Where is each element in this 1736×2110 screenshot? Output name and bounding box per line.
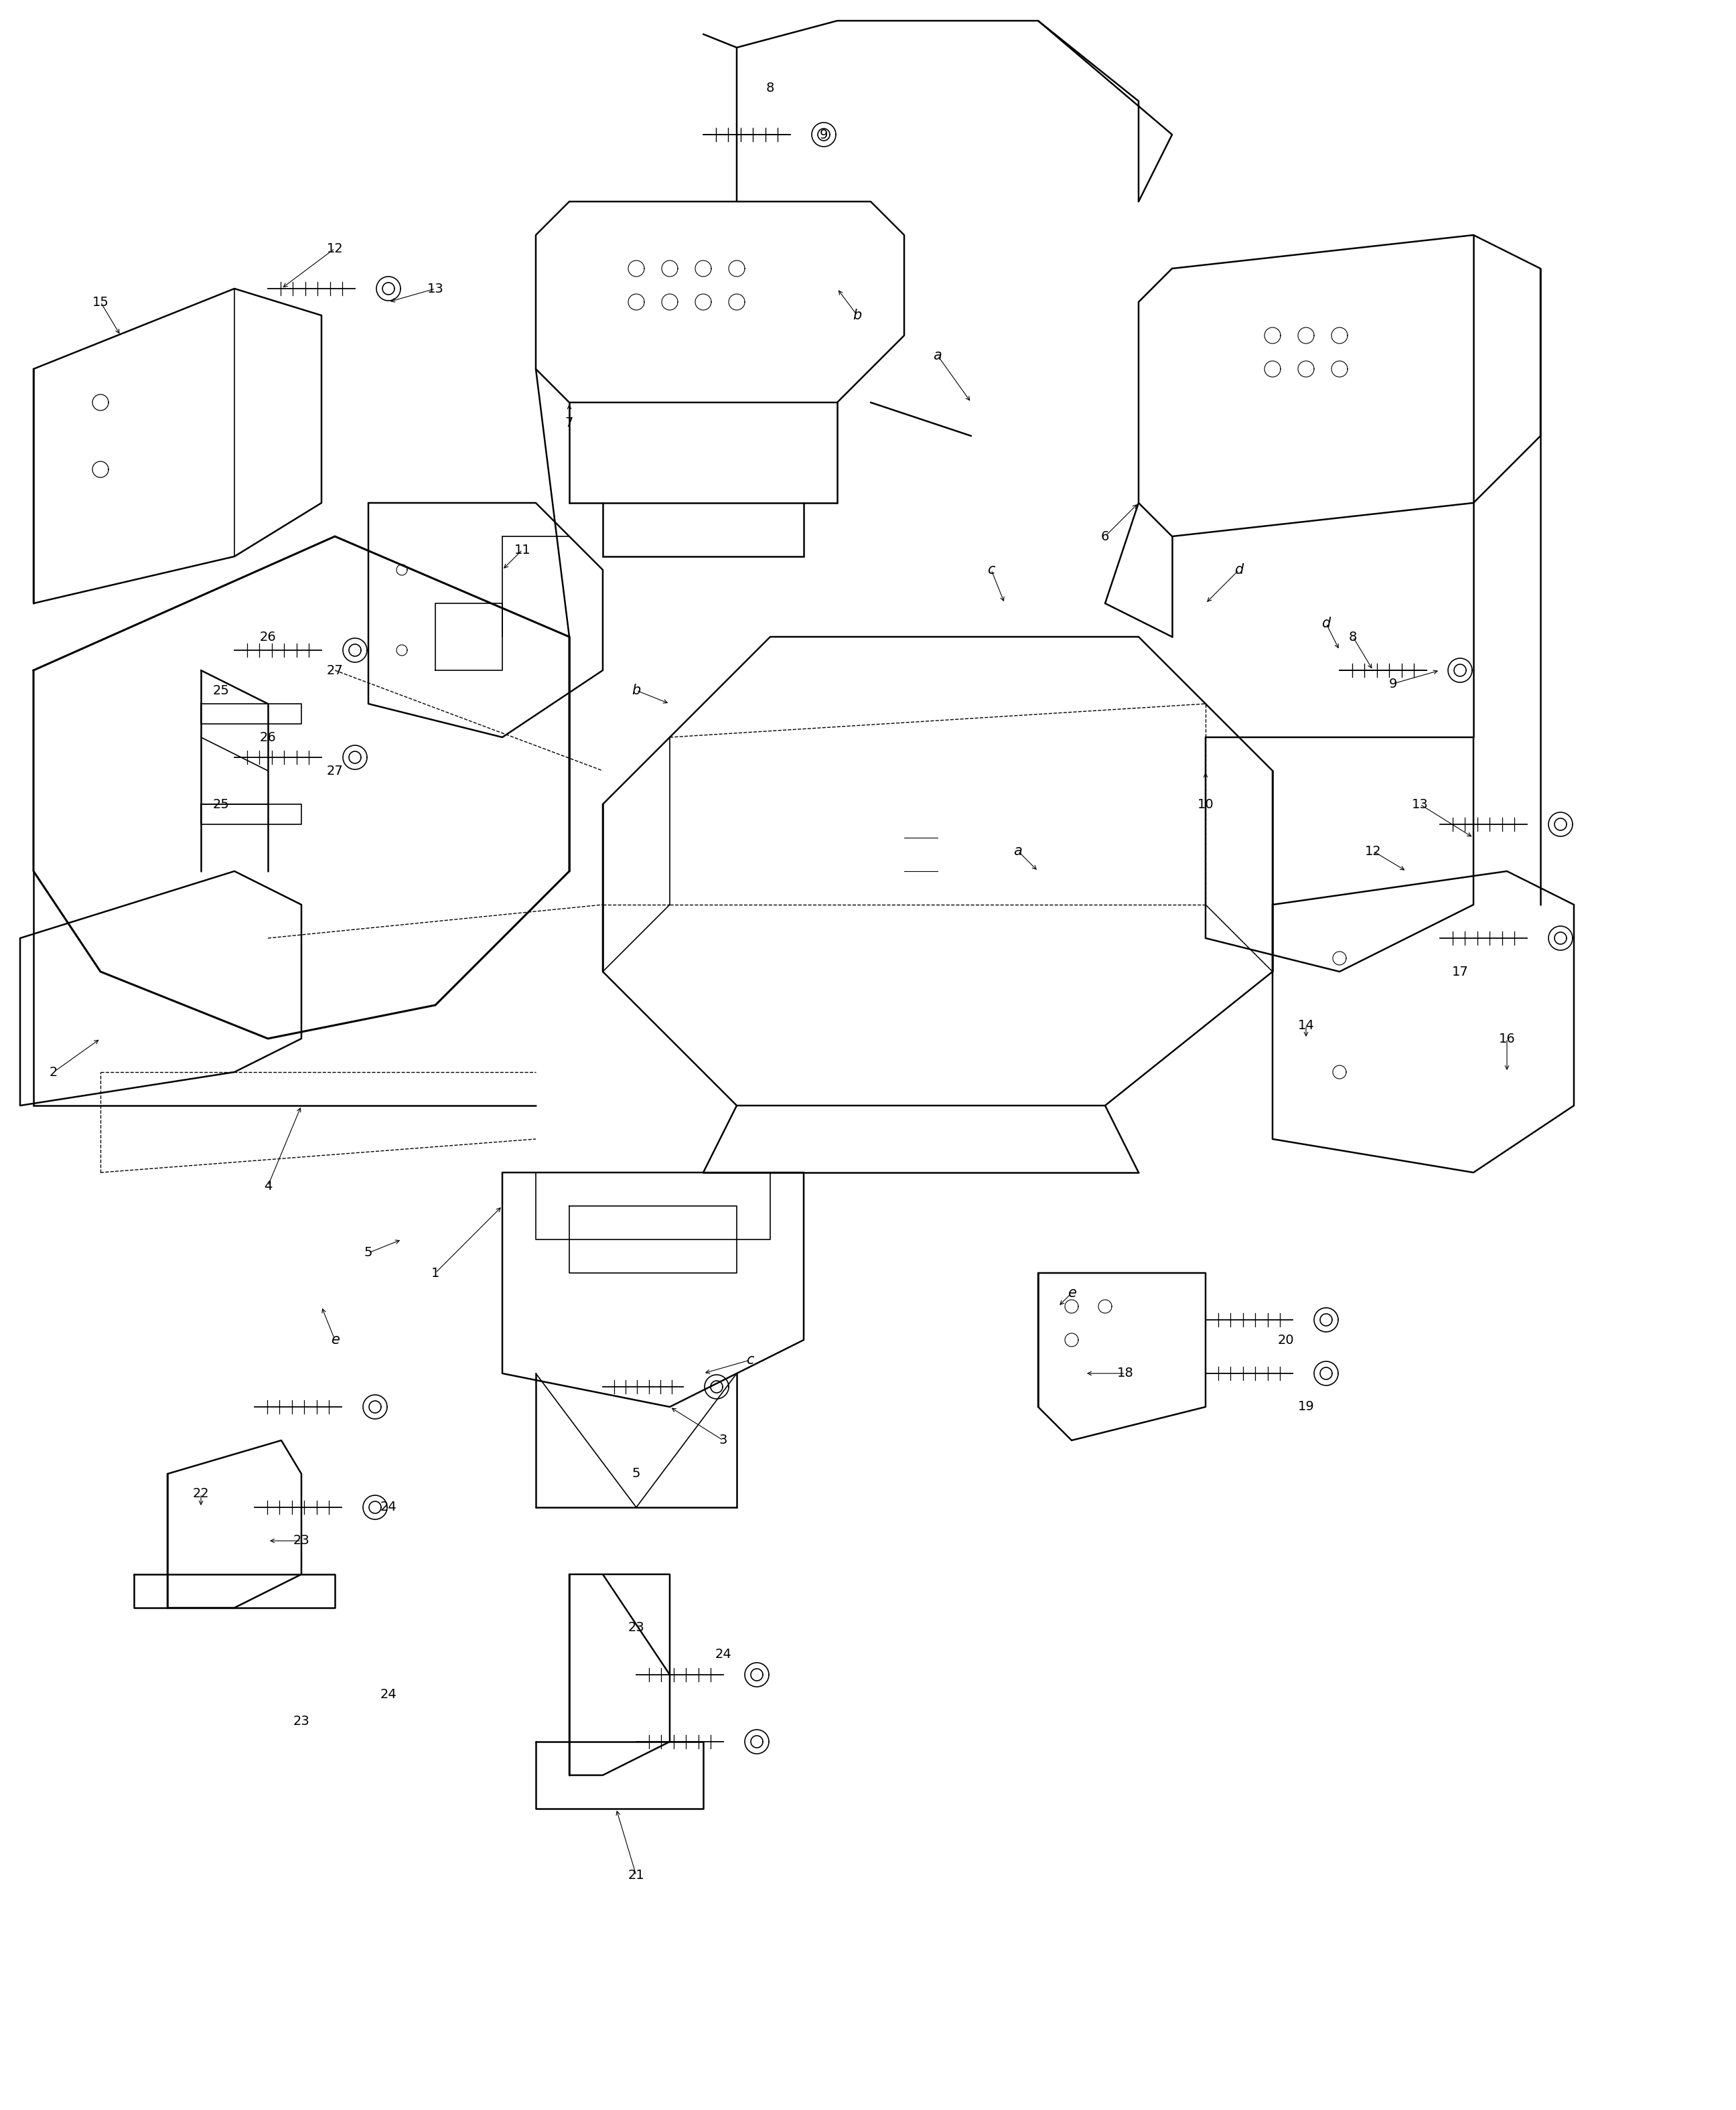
Text: 27: 27 <box>326 665 344 677</box>
Text: 26: 26 <box>260 631 276 644</box>
Text: 11: 11 <box>514 544 531 557</box>
Text: 12: 12 <box>1364 844 1382 857</box>
Text: 15: 15 <box>92 295 109 308</box>
Text: e: e <box>1068 1287 1076 1300</box>
Text: 6: 6 <box>1101 530 1109 542</box>
Text: 16: 16 <box>1498 1032 1516 1044</box>
Text: b: b <box>632 684 641 696</box>
Text: 5: 5 <box>632 1466 641 1481</box>
Text: 23: 23 <box>628 1620 644 1635</box>
Text: 21: 21 <box>628 1869 644 1882</box>
Text: 9: 9 <box>819 129 828 141</box>
Text: 20: 20 <box>1278 1334 1293 1346</box>
Text: 18: 18 <box>1116 1367 1134 1380</box>
Text: 12: 12 <box>326 243 344 255</box>
Text: 3: 3 <box>719 1435 727 1447</box>
Text: 17: 17 <box>1451 964 1469 979</box>
Text: d: d <box>1234 563 1243 576</box>
Text: 23: 23 <box>293 1715 309 1728</box>
Text: 24: 24 <box>380 1688 398 1701</box>
Text: 27: 27 <box>326 764 344 776</box>
Text: 5: 5 <box>365 1247 373 1260</box>
Text: 13: 13 <box>1411 798 1429 810</box>
Text: d: d <box>1321 616 1330 631</box>
Text: 9: 9 <box>1389 677 1397 690</box>
Text: 24: 24 <box>715 1648 731 1661</box>
Text: 2: 2 <box>49 1066 57 1078</box>
Text: a: a <box>934 348 943 363</box>
Text: 24: 24 <box>380 1500 398 1513</box>
Text: 25: 25 <box>214 798 229 810</box>
Text: c: c <box>746 1353 753 1367</box>
Text: e: e <box>330 1334 339 1346</box>
Text: a: a <box>1014 844 1023 859</box>
Text: 8: 8 <box>1349 631 1358 644</box>
Text: c: c <box>988 563 995 576</box>
Text: 19: 19 <box>1299 1401 1314 1414</box>
Text: 1: 1 <box>431 1266 439 1279</box>
Text: 13: 13 <box>427 283 444 295</box>
Text: 7: 7 <box>566 416 573 428</box>
Text: 8: 8 <box>766 82 774 95</box>
Text: 26: 26 <box>260 730 276 743</box>
Text: 23: 23 <box>293 1534 309 1547</box>
Text: 25: 25 <box>214 684 229 696</box>
Text: 14: 14 <box>1299 1019 1314 1032</box>
Text: 22: 22 <box>193 1488 210 1500</box>
Text: 4: 4 <box>264 1179 273 1192</box>
Text: 10: 10 <box>1198 798 1213 810</box>
Text: b: b <box>852 308 861 323</box>
